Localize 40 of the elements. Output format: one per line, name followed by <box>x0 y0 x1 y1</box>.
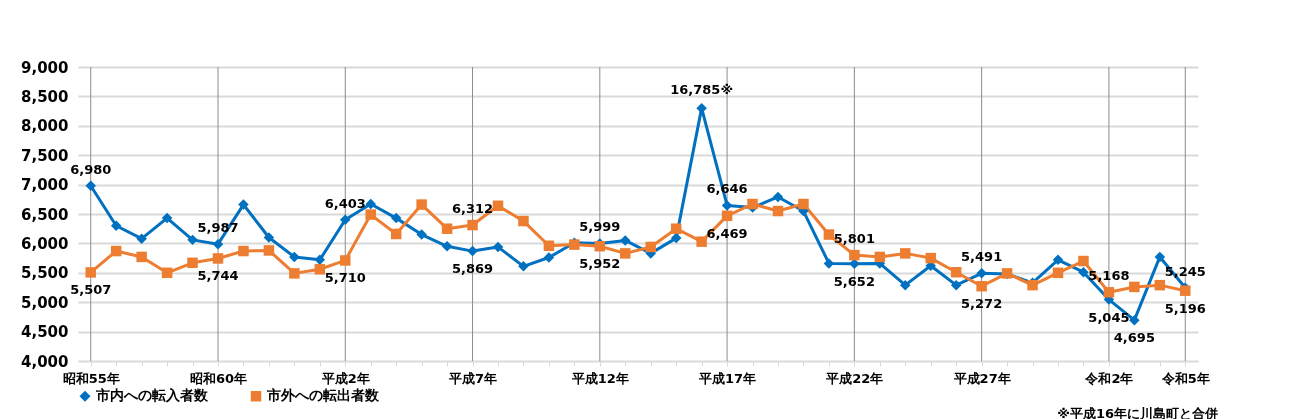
data-label: 5,045 <box>1088 309 1130 325</box>
data-label: 5,801 <box>833 231 875 247</box>
x-tick-label: 平成7年 <box>448 370 498 386</box>
y-tick-label: 4,000 <box>21 352 69 371</box>
x-tick-label: 平成12年 <box>570 370 629 386</box>
data-label: 5,744 <box>197 268 239 284</box>
y-tick-label: 5,500 <box>21 264 69 283</box>
data-label: 6,403 <box>324 195 366 211</box>
data-label: 5,652 <box>833 273 875 289</box>
data-label: 4,695 <box>1113 330 1155 346</box>
data-label: 5,710 <box>324 270 366 286</box>
x-tick-label: 令和2年 <box>1084 370 1134 386</box>
y-tick-label: 7,500 <box>21 146 69 165</box>
x-tick-label: 平成27年 <box>952 370 1011 386</box>
data-label: 6,312 <box>451 201 494 217</box>
data-label: 5,869 <box>451 261 494 277</box>
x-tick-label: 昭和60年 <box>189 370 248 386</box>
annotation: 16,785※ <box>670 82 734 98</box>
y-tick-label: 7,000 <box>21 176 69 195</box>
y-tick-label: 9,000 <box>21 58 69 77</box>
data-label: 5,952 <box>579 256 621 272</box>
data-label: 6,980 <box>70 161 112 177</box>
legend-label: 市内への転入者数 <box>95 387 209 404</box>
data-label: 5,272 <box>961 296 1003 312</box>
y-tick-label: 6,500 <box>21 205 69 224</box>
x-tick-label: 昭和55年 <box>62 370 120 386</box>
x-tick-label: 平成2年 <box>320 370 370 386</box>
legend-label: 市外への転出者数 <box>266 387 380 404</box>
y-tick-label: 6,000 <box>21 234 69 253</box>
y-tick-label: 8,000 <box>21 117 69 136</box>
x-tick-label: 令和5年 <box>1160 370 1210 386</box>
x-tick-label: 平成17年 <box>698 370 757 386</box>
y-tick-label: 8,500 <box>21 87 69 106</box>
y-tick-label: 4,500 <box>21 323 69 342</box>
data-label: 5,999 <box>579 219 621 235</box>
x-tick-label: 平成22年 <box>825 370 884 386</box>
y-tick-label: 5,000 <box>21 293 69 312</box>
data-label: 5,491 <box>961 249 1003 265</box>
data-label: 5,507 <box>70 282 112 298</box>
data-label: 5,196 <box>1164 300 1206 316</box>
